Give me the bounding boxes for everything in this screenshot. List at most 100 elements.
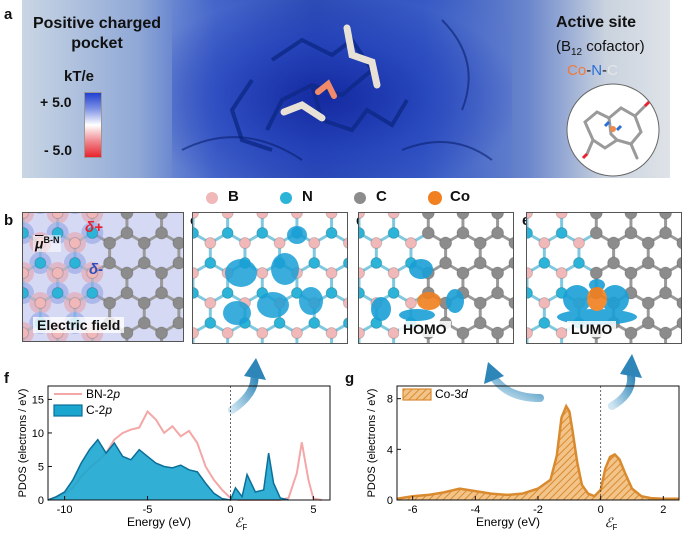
nitrogen-atom [572,257,585,269]
x-tick-label: -10 [57,504,73,516]
nitrogen-atom [308,257,321,269]
dash-2: - [602,62,608,79]
carbon-atom [155,286,169,300]
density-lobe [271,253,299,285]
y-axis-label: PDOS (electrons / eV) [17,389,29,498]
carbon-atom [491,226,505,240]
boron-atom [555,213,568,219]
carbon-atom [103,256,117,270]
nitrogen-atom [359,227,365,239]
carbon-atom [456,213,470,220]
cofactor-suffix: cofactor) [582,38,645,55]
orbital-lobe [409,259,433,279]
carbon-atom [473,256,487,270]
nitrogen-atom [23,287,29,299]
boron-atom [68,237,81,249]
boron-atom [238,237,251,249]
b-atom-icon [206,192,218,204]
nitrogen-atom [273,317,286,329]
lattice-atoms [527,213,681,340]
series-line-Co-3d [396,403,679,500]
carbon-atom [641,316,655,330]
carbon-atom [508,236,513,250]
density-lobe [225,259,257,287]
carbon-atom [473,316,487,330]
carbon-atom [659,266,673,280]
carbon-atom [473,236,487,250]
co-atom [587,287,607,311]
series-area-C-2p [48,439,289,500]
boron-atom [290,213,303,219]
y-axis-label: PDOS (electrons / eV) [366,389,378,498]
panel-d: HOMO [358,212,514,344]
carbon-atom [624,226,638,240]
legend-swatch-C-2p [53,404,83,417]
cofactor-stick-model [181,19,493,161]
nitrogen-atom [387,227,400,239]
boron-atom [527,327,533,339]
mu-superscript: B-N [43,235,60,245]
carbon-atom [508,296,513,310]
legend-label-c: C [376,188,387,205]
y-tick-label: 0 [387,495,393,507]
y-tick-label: 0 [38,495,44,507]
carbon-atom [155,213,169,220]
boron-atom [86,267,99,279]
carbon-atom [508,256,513,270]
nitrogen-atom [221,287,234,299]
legend-swatch-Co-3d [402,388,432,401]
atom-label-row: Co-N-C [567,62,618,79]
carbon-atom [120,266,134,280]
x-tick-label: -6 [408,504,418,516]
boron-atom [204,237,217,249]
nitrogen-atom [308,317,321,329]
carbon-atom [659,286,673,300]
carbon-atom [676,236,681,250]
boron-atom [527,267,533,279]
carbon-atom [491,266,505,280]
plot-frame [396,385,680,501]
electric-field-caption: Electric field [33,317,125,333]
carbon-atom [624,266,638,280]
field-lobe [70,213,80,214]
co-atom [417,292,441,310]
carbon-atom [120,213,134,220]
legend-label-n: N [302,188,313,205]
panel-b: δ+ δ- μB-N Electric field [22,212,184,342]
carbon-atom [589,226,603,240]
boron-atom [273,237,286,249]
boron-atom [290,327,303,339]
carbon-atom [659,226,673,240]
active-site-title: Active site [556,14,637,31]
x-tick-label: 0 [598,504,604,516]
carbon-atom [508,316,513,330]
protein-surface-overlay [172,0,512,178]
connector-arrows [228,354,642,414]
nitrogen-atom [342,317,347,329]
boron-atom [193,213,199,219]
boron-atom [325,327,338,339]
homo-lattice [359,213,513,343]
lumo-caption: LUMO [567,321,617,337]
cofactor-subscript: 12 [571,47,583,58]
co-atom-icon [428,191,442,205]
boron-atom [527,213,533,219]
carbon-atom [607,236,621,250]
legend-label-co: Co [450,188,470,205]
pocket-title: Positive charged pocket [22,14,172,54]
legend-label-Co-3d: Co-3d [435,387,468,401]
density-lobe [299,287,323,315]
carbon-atom [172,256,183,270]
nitrogen-atom [325,227,338,239]
nitrogen-atom [538,317,551,329]
charge-density-isosurfaces [223,226,323,325]
pocket-title-line1: Positive charged [32,15,162,32]
orbital-isosurfaces [371,259,464,321]
n-label: N [591,62,603,79]
fermi-label: ℰF [605,515,618,532]
atom-legend: B N C Co [206,188,506,210]
lumo-lattice [527,213,681,343]
carbon-atom [676,296,681,310]
carbon-atom [491,326,505,340]
nitrogen-atom [193,287,199,299]
